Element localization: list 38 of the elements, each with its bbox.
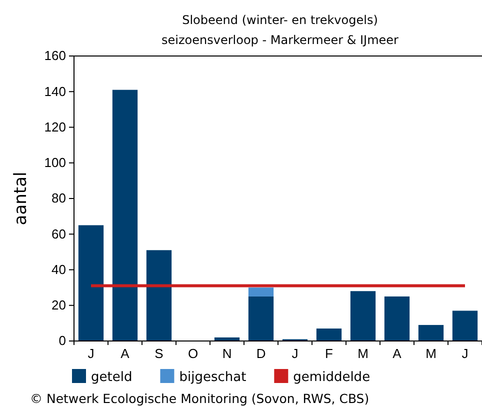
x-tick-label: S [154, 346, 164, 362]
chart-title: Slobeend (winter- en trekvogels) [182, 13, 378, 27]
y-tick-label: 100 [44, 155, 66, 170]
chart-subtitle: seizoensverloop - Markermeer & IJmeer [162, 33, 399, 47]
x-tick-label: J [292, 346, 298, 362]
y-tick-label: 0 [58, 333, 66, 348]
x-tick-label: J [88, 346, 94, 362]
y-tick-label: 140 [44, 84, 66, 99]
text: © Netwerk Ecologische Monitoring (Sovon, RWS, CBS) [30, 391, 370, 406]
bar [112, 90, 138, 341]
bar [248, 288, 274, 296]
y-tick-label: 160 [44, 48, 66, 64]
y-axis-title: aantal [11, 172, 31, 226]
x-tick-label: A [392, 346, 402, 362]
x-tick-label: N [222, 346, 232, 362]
bar [78, 225, 104, 341]
bar [452, 310, 478, 341]
x-tick-label: F [325, 346, 334, 362]
bar [384, 296, 410, 341]
x-tick-label: O [188, 346, 198, 362]
legend-label: geteld [91, 370, 132, 385]
x-tick-label: D [256, 346, 266, 362]
legend-label: gemiddelde [293, 370, 370, 385]
x-tick-label: M [426, 346, 436, 362]
bar [146, 250, 172, 341]
bar [350, 291, 376, 341]
legend-label: bijgeschat [179, 370, 246, 385]
y-tick-label: 20 [52, 298, 66, 313]
x-tick-label: A [120, 346, 130, 362]
y-tick-label: 60 [52, 226, 66, 242]
y-tick-label: 120 [44, 119, 66, 134]
y-tick-label: 40 [52, 262, 66, 277]
bar [316, 328, 342, 341]
bar [418, 324, 444, 341]
bar [248, 296, 274, 341]
x-tick-label: M [358, 346, 368, 362]
y-tick-label: 80 [52, 190, 66, 206]
x-tick-label: J [462, 346, 468, 362]
